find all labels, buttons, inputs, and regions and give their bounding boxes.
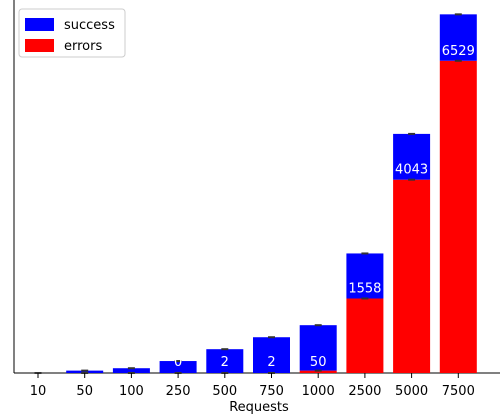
legend: success errors [19,9,125,57]
x-tick-label-5000: 5000 [395,384,428,399]
legend-swatch-success [25,18,54,31]
x-tick-label-250: 250 [166,384,191,399]
bar-errors-5000 [393,180,430,373]
data-label-500: 2 [221,355,229,370]
bars-layer [66,14,477,373]
data-label-2500: 1558 [348,281,381,296]
x-ticks-layer: 10 50 100 250 500 750 1000 2500 5000 7500 [30,373,475,399]
bar-errors-2500 [346,298,383,373]
x-tick-label-2500: 2500 [348,384,381,399]
x-tick-label-750: 750 [259,384,284,399]
data-label-1000: 50 [310,355,327,370]
x-tick-label-50: 50 [76,384,93,399]
bar-errors-7500 [440,61,477,373]
legend-label-success: success [64,18,115,33]
x-axis-label: Requests [229,400,289,415]
x-tick-label-1000: 1000 [302,384,335,399]
x-tick-label-100: 100 [119,384,144,399]
x-tick-label-500: 500 [212,384,237,399]
data-label-5000: 4043 [395,163,428,178]
legend-label-errors: errors [64,39,102,54]
x-tick-label-10: 10 [30,384,47,399]
data-label-750: 2 [267,355,275,370]
data-label-250: 0 [174,355,182,370]
data-label-7500: 6529 [442,44,475,59]
x-tick-label-7500: 7500 [442,384,475,399]
legend-swatch-errors [25,39,54,52]
